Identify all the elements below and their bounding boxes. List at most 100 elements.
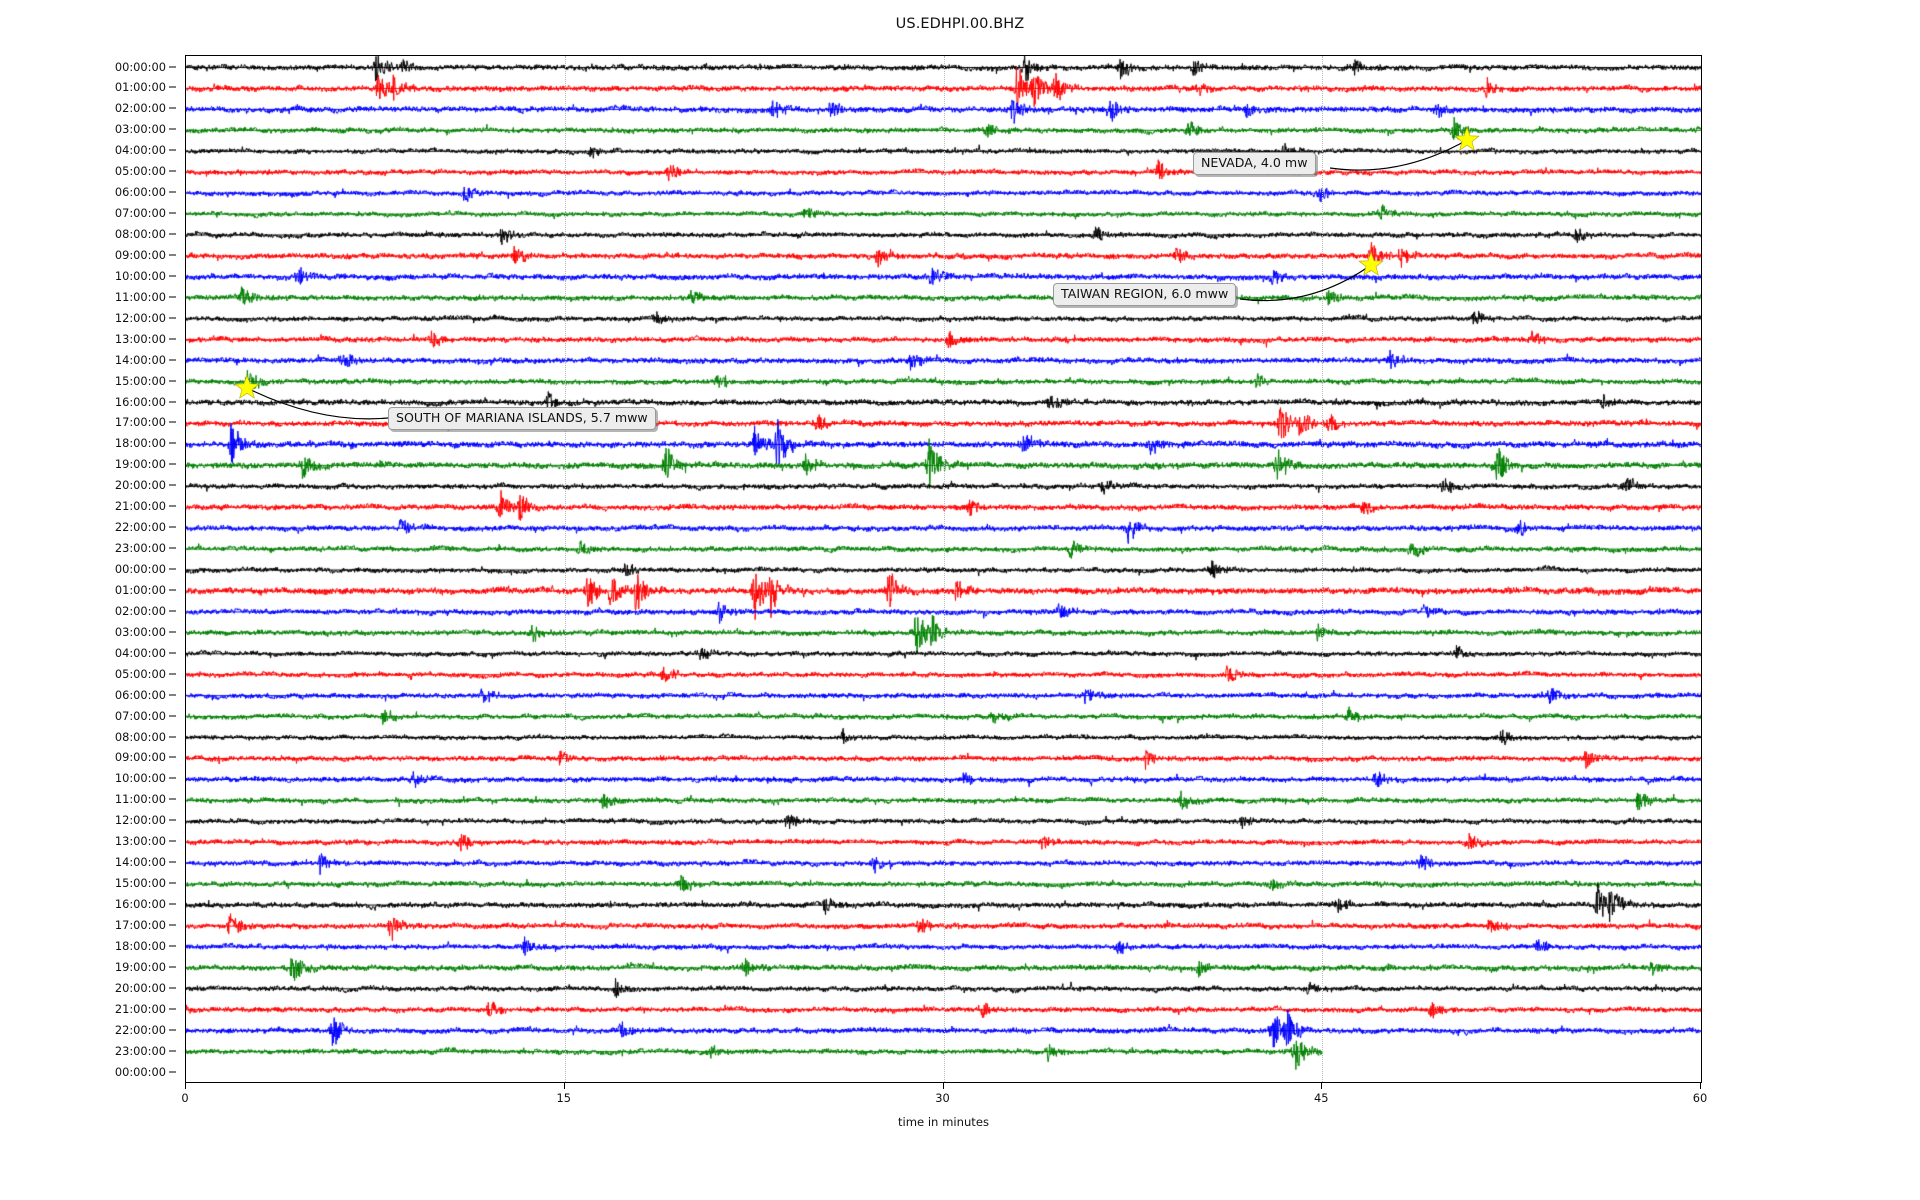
y-tick-label: 15:00:00 bbox=[114, 373, 166, 388]
plot-area[interactable] bbox=[185, 55, 1702, 1083]
y-tick-label: 18:00:00 bbox=[114, 938, 166, 953]
gridline-45min bbox=[1322, 56, 1324, 1082]
y-tick-label: 01:00:00 bbox=[114, 582, 166, 597]
x-tick-mark bbox=[185, 1083, 186, 1089]
y-tick-label: 20:00:00 bbox=[114, 478, 166, 493]
y-tick-label: 05:00:00 bbox=[114, 666, 166, 681]
y-tick-label: 14:00:00 bbox=[114, 855, 166, 870]
y-tick-label: 08:00:00 bbox=[114, 729, 166, 744]
y-tick-mark bbox=[169, 1050, 176, 1052]
y-tick-mark bbox=[169, 401, 176, 403]
annot-taiwan[interactable]: TAIWAN REGION, 6.0 mww bbox=[1053, 283, 1237, 307]
y-tick-label: 23:00:00 bbox=[114, 541, 166, 556]
y-axis-labels: 00:00:00 01:00:00 02:00:00 03:00:00 04:00:00… bbox=[0, 55, 176, 1083]
x-axis: 0 15 30 45 60 bbox=[181, 1083, 1707, 1143]
y-tick-label: 13:00:00 bbox=[114, 331, 166, 346]
y-tick-label: 07:00:00 bbox=[114, 708, 166, 723]
y-tick-label: 00:00:00 bbox=[114, 59, 166, 74]
y-tick-label: 16:00:00 bbox=[114, 394, 166, 409]
y-tick-label: 20:00:00 bbox=[114, 980, 166, 995]
y-tick-label: 11:00:00 bbox=[114, 792, 166, 807]
x-axis-title: time in minutes bbox=[897, 1115, 990, 1129]
y-tick-label: 03:00:00 bbox=[114, 624, 166, 639]
y-tick-mark bbox=[169, 715, 176, 717]
x-tick-label: 45 bbox=[1314, 1091, 1329, 1105]
y-tick-mark bbox=[169, 212, 176, 214]
y-tick-mark bbox=[169, 380, 176, 382]
y-tick-label: 02:00:00 bbox=[114, 603, 166, 618]
y-tick-label: 12:00:00 bbox=[114, 310, 166, 325]
gridline-15min bbox=[564, 56, 566, 1082]
y-tick-label: 04:00:00 bbox=[114, 645, 166, 660]
y-tick-mark bbox=[169, 568, 176, 570]
y-tick-mark bbox=[169, 233, 176, 235]
annot-mariana[interactable]: SOUTH OF MARIANA ISLANDS, 5.7 mww bbox=[388, 407, 656, 431]
y-tick-label: 19:00:00 bbox=[114, 959, 166, 974]
x-tick-label: 30 bbox=[935, 1091, 950, 1105]
y-tick-mark bbox=[169, 756, 176, 758]
y-tick-label: 17:00:00 bbox=[114, 918, 166, 932]
gridline-30min bbox=[943, 56, 945, 1082]
y-tick-label: 22:00:00 bbox=[114, 520, 166, 535]
y-tick-label: 21:00:00 bbox=[114, 499, 166, 514]
y-tick-mark bbox=[169, 526, 176, 528]
y-tick-label: 13:00:00 bbox=[114, 834, 166, 849]
y-tick-label: 10:00:00 bbox=[114, 268, 166, 283]
y-tick-label: 00:00:00 bbox=[114, 562, 166, 577]
y-tick-mark bbox=[169, 840, 176, 842]
y-tick-mark bbox=[169, 128, 176, 130]
y-tick-mark bbox=[169, 673, 176, 675]
y-tick-mark bbox=[169, 149, 176, 151]
y-tick-mark bbox=[169, 736, 176, 738]
y-tick-mark bbox=[169, 924, 176, 926]
y-tick-mark bbox=[169, 589, 176, 591]
y-tick-mark bbox=[169, 631, 176, 633]
y-tick-label: 05:00:00 bbox=[114, 164, 166, 179]
y-tick-mark bbox=[169, 903, 176, 905]
y-tick-mark bbox=[169, 484, 176, 486]
x-tick-mark bbox=[1700, 1083, 1701, 1089]
y-tick-label: 10:00:00 bbox=[114, 771, 166, 786]
annot-nevada[interactable]: NEVADA, 4.0 mw bbox=[1193, 152, 1316, 176]
y-tick-label: 09:00:00 bbox=[114, 750, 166, 765]
y-tick-mark bbox=[169, 317, 176, 319]
page-title: US.EDHPI.00.BHZ bbox=[895, 16, 1025, 32]
y-tick-label: 02:00:00 bbox=[114, 101, 166, 116]
y-tick-mark bbox=[169, 338, 176, 340]
y-tick-mark bbox=[169, 882, 176, 884]
y-tick-label: 11:00:00 bbox=[114, 289, 166, 304]
y-tick-label: 03:00:00 bbox=[114, 122, 166, 137]
y-tick-label: 21:00:00 bbox=[114, 1001, 166, 1016]
y-tick-mark bbox=[169, 463, 176, 465]
y-tick-label: 23:00:00 bbox=[114, 1043, 166, 1058]
y-tick-mark bbox=[169, 421, 176, 423]
y-tick-mark bbox=[169, 442, 176, 444]
y-tick-mark bbox=[169, 275, 176, 277]
y-tick-label: 00:00:00 bbox=[114, 1064, 166, 1079]
y-tick-mark bbox=[169, 191, 176, 193]
y-tick-mark bbox=[169, 1071, 176, 1073]
y-tick-mark bbox=[169, 945, 176, 947]
y-tick-label: 22:00:00 bbox=[114, 1022, 166, 1037]
y-tick-label: 15:00:00 bbox=[114, 876, 166, 891]
y-tick-label: 09:00:00 bbox=[114, 247, 166, 262]
y-tick-mark bbox=[169, 966, 176, 968]
y-tick-mark bbox=[169, 66, 176, 68]
y-tick-mark bbox=[169, 798, 176, 800]
y-tick-label: 12:00:00 bbox=[114, 813, 166, 828]
y-tick-mark bbox=[169, 107, 176, 109]
y-tick-label: 19:00:00 bbox=[114, 457, 166, 472]
x-tick-label: 15 bbox=[556, 1091, 572, 1105]
x-tick-mark bbox=[1321, 1083, 1323, 1089]
y-tick-mark bbox=[169, 1029, 176, 1031]
y-tick-mark bbox=[169, 547, 176, 549]
y-tick-mark bbox=[169, 505, 176, 507]
y-tick-label: 14:00:00 bbox=[114, 352, 166, 367]
y-tick-mark bbox=[169, 254, 176, 256]
y-tick-mark bbox=[169, 652, 176, 654]
y-tick-label: 06:00:00 bbox=[114, 687, 166, 702]
y-tick-mark bbox=[169, 694, 176, 696]
x-tick-label: 60 bbox=[1692, 1091, 1708, 1105]
y-tick-label: 06:00:00 bbox=[114, 185, 166, 200]
